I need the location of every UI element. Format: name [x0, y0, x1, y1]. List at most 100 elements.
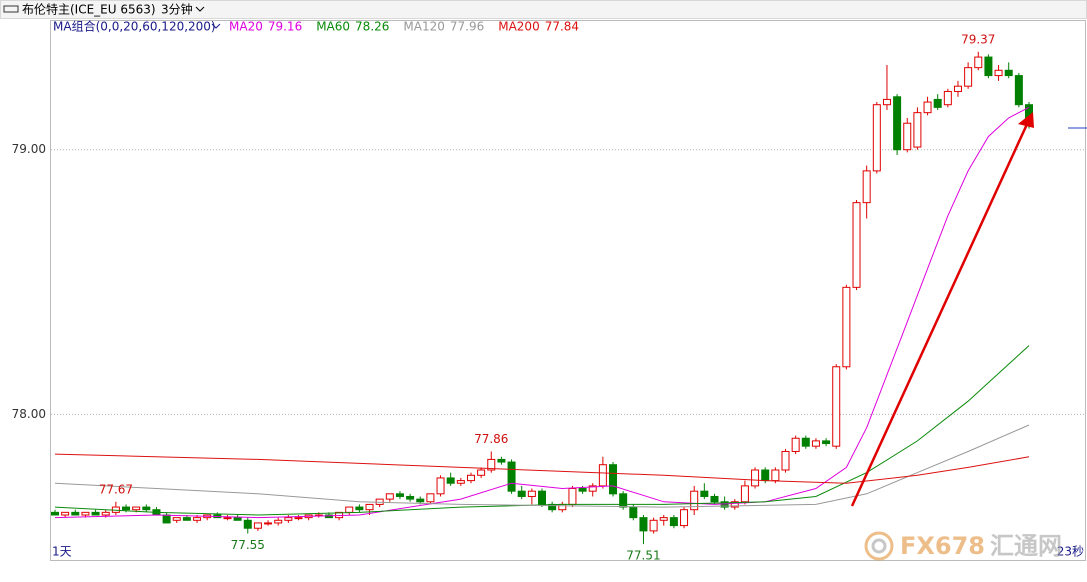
candle-body	[882, 98, 891, 106]
candle-body	[710, 495, 719, 503]
legend: MA20 79.16 MA60 78.26 MA120 77.96 MA200 77.84	[229, 20, 579, 34]
indicator-label[interactable]: MA组合(0,0,20,60,120,200)	[53, 19, 216, 34]
candle-body	[680, 509, 689, 527]
candle-body	[142, 506, 151, 511]
trend-arrowhead	[1018, 112, 1034, 128]
candle-body	[446, 477, 455, 484]
legend-value: 77.84	[545, 20, 579, 34]
candle-body	[771, 469, 780, 482]
candle-body	[933, 98, 942, 108]
candle-body	[690, 490, 699, 511]
candle-body	[1014, 75, 1023, 106]
candle-body	[162, 514, 171, 524]
candle-body	[730, 501, 739, 508]
candle-body	[649, 519, 658, 532]
candle-body	[953, 85, 962, 92]
candle-body	[588, 485, 597, 492]
plot-frame	[50, 20, 1086, 561]
candle-body	[436, 477, 445, 495]
candle-body	[751, 469, 760, 487]
candle-body	[365, 503, 374, 511]
candle-body	[517, 490, 526, 497]
candle-body	[761, 469, 770, 482]
candle-body	[294, 517, 303, 520]
candle-body	[101, 511, 110, 516]
watermark-text: FX678	[900, 532, 985, 560]
candle-body	[182, 517, 191, 521]
candle-body	[903, 122, 912, 151]
y-tick-label: 79.00	[12, 142, 46, 156]
watermark: FX678 汇通网	[864, 531, 1062, 561]
legend-name: MA20	[229, 20, 263, 34]
candle-body	[842, 286, 851, 368]
candle-body	[253, 522, 262, 529]
candle-body	[669, 517, 678, 527]
candle-body	[964, 67, 973, 87]
candle-body	[284, 517, 293, 521]
candle-body	[822, 440, 831, 445]
candle-body	[700, 490, 709, 497]
candle-body	[466, 474, 475, 482]
candle-body	[639, 517, 648, 532]
candle-body	[568, 488, 577, 505]
trend-arrow	[850, 121, 1030, 507]
x-end-label: 23秒	[1057, 545, 1084, 559]
candle-body	[243, 519, 252, 529]
candle-body	[264, 522, 273, 525]
candle-body	[487, 458, 496, 471]
candle-body	[872, 104, 881, 172]
toolbar-icon[interactable]	[3, 5, 19, 13]
extreme-label: 77.86	[474, 432, 508, 446]
plot: 78.00 79.00 79.37 77.86 77.67 77.55 77.51	[12, 32, 1085, 563]
candle-body	[629, 506, 638, 519]
candle-body	[1004, 69, 1013, 77]
period-chevron[interactable]	[195, 6, 205, 12]
extreme-label: 77.55	[231, 538, 265, 552]
period-selector[interactable]: 3分钟	[161, 2, 193, 17]
candle-body	[538, 490, 546, 505]
candle-body	[974, 56, 983, 69]
candle-body	[943, 90, 952, 106]
candle-body	[852, 202, 861, 288]
watermark-cn: 汇通网	[990, 532, 1062, 560]
candle-body	[345, 506, 354, 513]
ma-line	[54, 453, 1030, 484]
extreme-label: 79.37	[961, 32, 995, 46]
candle-body	[233, 517, 242, 521]
candle-body	[811, 440, 820, 447]
candle-body	[193, 517, 202, 521]
candle-body	[791, 437, 800, 452]
candle-body	[172, 517, 181, 521]
candle-body	[416, 498, 425, 503]
candle-body	[71, 511, 80, 516]
legend-name: MA120	[403, 20, 444, 34]
candle-body	[406, 495, 415, 500]
legend-name: MA200	[498, 20, 539, 34]
extreme-label: 77.51	[626, 549, 660, 563]
ma-line	[54, 424, 1030, 508]
candle-body	[740, 485, 749, 503]
candle-body	[832, 366, 841, 447]
candle-body	[619, 493, 628, 508]
candle-body	[497, 458, 506, 463]
candle-body	[395, 493, 404, 497]
candle-body	[781, 450, 790, 471]
candle-body	[456, 480, 465, 484]
indicator-chevron[interactable]	[211, 23, 221, 29]
instrument-name[interactable]: 布伦特主(ICE_EU 6563)	[22, 2, 156, 17]
candle-body	[609, 464, 618, 495]
candle-body	[355, 506, 364, 511]
candle-body	[132, 506, 141, 511]
candle-body	[91, 511, 100, 516]
candle-body	[578, 488, 587, 492]
x-start-label: 1天	[52, 545, 72, 559]
legend-value: 77.96	[450, 20, 484, 34]
candle-body	[122, 506, 131, 511]
candle-body	[223, 517, 232, 520]
candle-body	[81, 511, 90, 516]
candle-body	[598, 464, 607, 487]
candle-body	[862, 170, 871, 204]
candle-body	[801, 437, 810, 447]
candle-body	[507, 461, 516, 492]
